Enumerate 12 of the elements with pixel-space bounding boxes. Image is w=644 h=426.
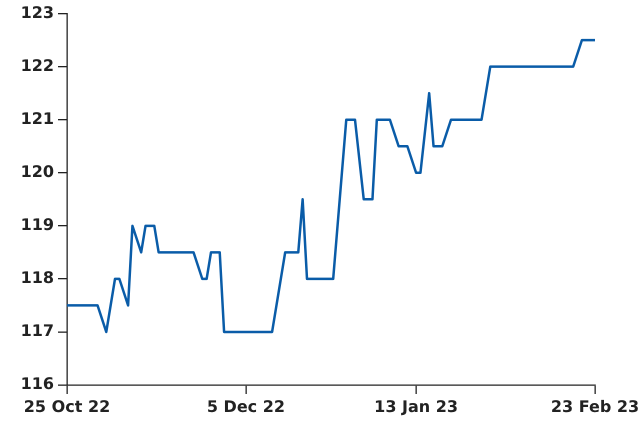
y-tick-label: 121 [20, 108, 54, 128]
y-tick-label: 119 [20, 214, 54, 234]
x-tick-label: 23 Feb 23 [550, 396, 640, 416]
y-tick-label: 116 [20, 374, 54, 394]
y-tick-label: 122 [20, 56, 54, 75]
x-tick-label: 25 Oct 22 [24, 396, 110, 416]
y-tick-label: 118 [20, 268, 54, 288]
y-tick-label: 123 [20, 2, 54, 22]
y-tick-label: 120 [20, 162, 54, 181]
x-tick-label: 5 Dec 22 [206, 396, 285, 416]
y-tick-label: 117 [20, 321, 54, 340]
x-tick-label: 13 Jan 23 [374, 396, 458, 416]
